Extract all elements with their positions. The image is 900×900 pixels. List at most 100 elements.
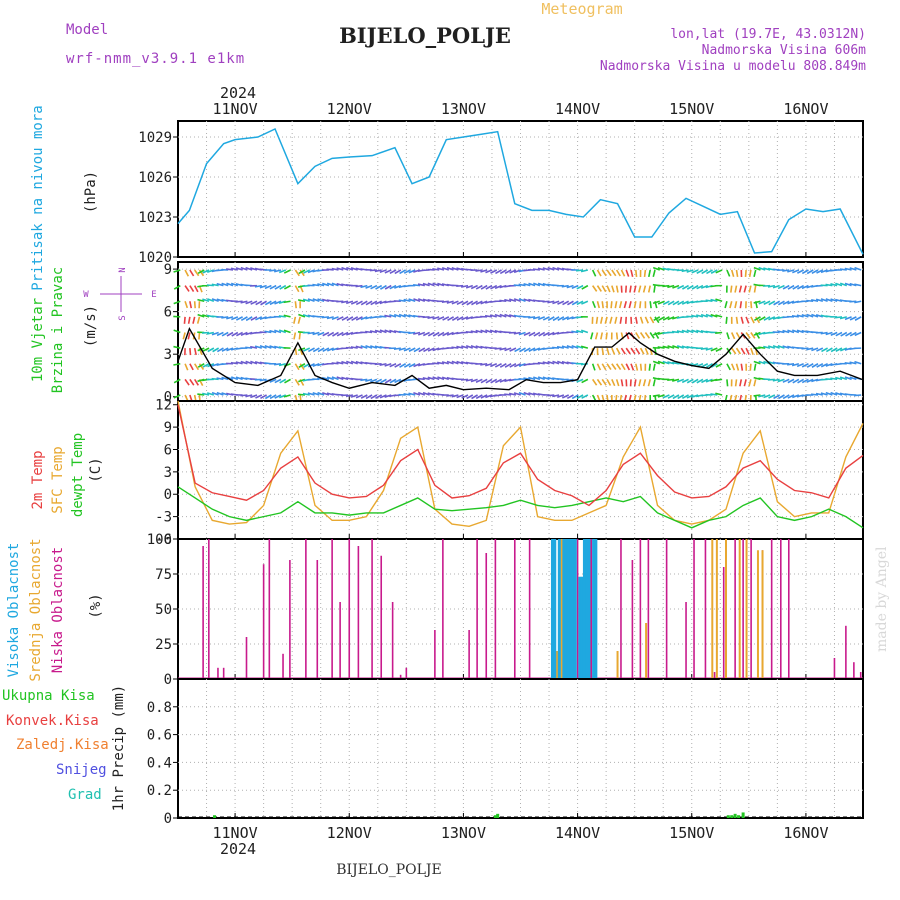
- wind-arrow: [236, 331, 243, 337]
- wind-arrow: [513, 269, 521, 274]
- wind-arrow: [427, 347, 435, 352]
- wind-arrow: [230, 267, 239, 271]
- wind-arrow: [489, 329, 498, 334]
- wind-arrow: [184, 285, 190, 292]
- wind-arrow: [198, 332, 201, 340]
- wind-arrow: [307, 347, 315, 353]
- wind-arrow: [576, 300, 584, 306]
- wind-arrow: [442, 316, 450, 321]
- wind-arrow: [350, 300, 359, 305]
- wind-arrow: [767, 345, 776, 349]
- wind-arrow: [715, 363, 723, 368]
- wind-arrow: [542, 267, 550, 271]
- wind-arrow: [322, 347, 330, 353]
- wind-arrow: [811, 298, 819, 303]
- wind-arrow: [787, 284, 795, 290]
- wind-arrow: [571, 394, 579, 400]
- wind-arrow: [451, 266, 459, 271]
- wind-arrow: [504, 269, 512, 275]
- wind-arrow: [561, 345, 569, 349]
- wind-arrow: [460, 378, 469, 381]
- wind-arrow: [437, 376, 445, 381]
- wind-arrow: [398, 313, 406, 318]
- wind-arrow: [221, 282, 229, 287]
- wind-arrow: [625, 347, 631, 355]
- wind-arrow: [389, 269, 397, 274]
- wind-arrow: [715, 331, 723, 334]
- wind-arrow: [700, 313, 708, 318]
- wind-arrow: [726, 269, 731, 277]
- wind-arrow: [226, 282, 234, 287]
- wind-arrow: [504, 347, 512, 352]
- wind-arrow: [303, 347, 311, 352]
- wind-arrow: [422, 391, 430, 396]
- wind-arrow: [830, 391, 838, 396]
- page-title: BIJELO_POLJE: [339, 23, 511, 48]
- wind-arrow: [254, 284, 262, 288]
- wind-arrow: [369, 269, 377, 272]
- wind-arrow: [596, 363, 602, 371]
- wind-arrow: [365, 344, 373, 349]
- wind-arrow: [835, 347, 843, 352]
- wind-arrow: [681, 378, 689, 384]
- wind-arrow: [461, 361, 469, 365]
- wind-arrow: [557, 316, 565, 321]
- wind-arrow: [557, 300, 565, 305]
- wind-arrow: [274, 394, 282, 399]
- wind-arrow: [202, 331, 210, 334]
- wind-arrow: [427, 331, 435, 337]
- wind-arrow: [596, 301, 601, 309]
- wind-arrow: [480, 300, 488, 305]
- pressure-unit: (hPa): [83, 171, 99, 213]
- wind-arrow: [681, 269, 689, 273]
- wind-arrow: [672, 344, 680, 349]
- wind-arrow: [513, 298, 521, 303]
- wind-arrow: [470, 330, 478, 334]
- wind-arrow: [750, 347, 754, 356]
- coords-text: lon,lat (19.7E, 43.0312N): [670, 27, 866, 42]
- wind-arrow: [740, 363, 744, 371]
- wind-arrow: [297, 299, 306, 303]
- wind-arrow: [513, 284, 521, 287]
- wind-arrow: [792, 269, 800, 274]
- wind-arrow: [341, 360, 349, 365]
- cloud-ylabel-3: Niska Oblacnost: [50, 547, 66, 673]
- wind-arrow: [278, 315, 286, 318]
- wind-arrow: [221, 392, 229, 396]
- wind-arrow: [513, 392, 521, 396]
- wind-arrow: [633, 301, 637, 309]
- wind-arrow: [849, 300, 857, 303]
- wind-arrow: [652, 266, 661, 271]
- wind-arrow: [580, 345, 589, 349]
- wind-arrow: [715, 269, 723, 274]
- wind-arrow: [576, 284, 584, 290]
- wind-arrow: [327, 331, 335, 337]
- wind-arrow: [250, 360, 258, 365]
- wind-arrow: [260, 394, 267, 400]
- pressure-series-line: [177, 127, 864, 255]
- wind-arrow: [820, 269, 828, 274]
- wind-arrow: [514, 363, 522, 368]
- wind-arrow: [533, 347, 541, 352]
- wind-arrow: [726, 363, 731, 371]
- wind-arrow: [705, 347, 713, 351]
- wind-arrow: [211, 391, 219, 396]
- ytick-label: -6: [155, 532, 172, 548]
- wind-arrow: [226, 316, 234, 320]
- wind-arrow: [393, 347, 401, 351]
- wind-arrow: [581, 300, 589, 305]
- wind-arrow: [442, 331, 450, 337]
- wind-arrow: [561, 360, 569, 365]
- wind-arrow: [350, 360, 358, 365]
- wind-arrow: [509, 363, 517, 368]
- wind-arrow: [245, 394, 253, 398]
- wind-arrow: [767, 361, 776, 365]
- wind-arrow: [801, 378, 809, 384]
- wind-arrow: [662, 300, 670, 306]
- wind-arrow: [615, 285, 619, 293]
- wind-arrow: [710, 313, 718, 318]
- wind-arrow: [437, 331, 445, 337]
- wind-arrow: [235, 316, 243, 321]
- wind-arrow: [499, 313, 507, 318]
- wind-arrow: [408, 347, 416, 352]
